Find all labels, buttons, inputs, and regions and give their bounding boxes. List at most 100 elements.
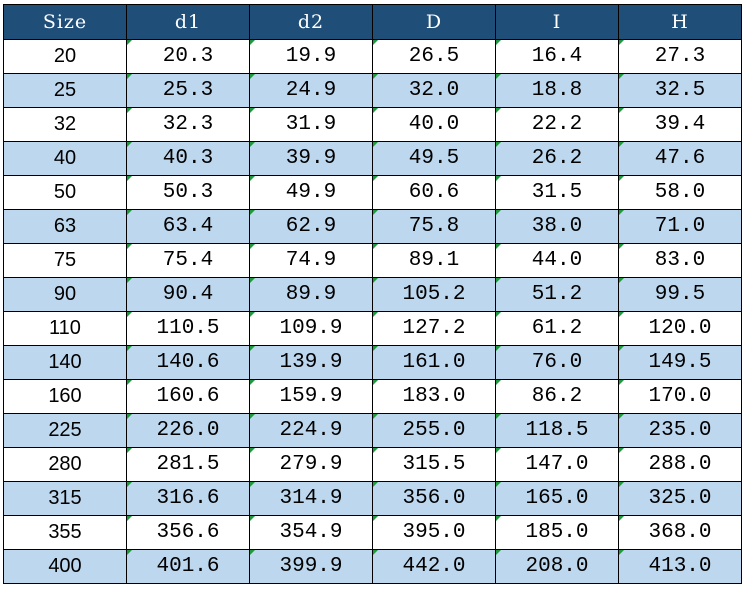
cell-h[interactable]: 413.0 [618,549,742,584]
cell-h[interactable]: 27.3 [618,39,742,74]
header-d2[interactable]: d2 [249,4,373,40]
cell-d2[interactable]: 74.9 [249,243,373,278]
cell-h[interactable]: 71.0 [618,209,742,244]
cell-size[interactable]: 315 [3,481,127,516]
cell-d1[interactable]: 32.3 [126,107,250,142]
cell-i[interactable]: 51.2 [495,277,619,312]
cell-size[interactable]: 75 [3,243,127,278]
cell-big-d[interactable]: 255.0 [372,413,496,448]
cell-d1[interactable]: 401.6 [126,549,250,584]
cell-d2[interactable]: 49.9 [249,175,373,210]
cell-h[interactable]: 368.0 [618,515,742,550]
cell-d2[interactable]: 354.9 [249,515,373,550]
header-big-d[interactable]: D [372,4,496,40]
cell-d1[interactable]: 50.3 [126,175,250,210]
cell-d1[interactable]: 140.6 [126,345,250,380]
cell-d1[interactable]: 316.6 [126,481,250,516]
cell-i[interactable]: 38.0 [495,209,619,244]
cell-d1[interactable]: 90.4 [126,277,250,312]
cell-d1[interactable]: 25.3 [126,73,250,108]
cell-h[interactable]: 47.6 [618,141,742,176]
cell-d1[interactable]: 20.3 [126,39,250,74]
cell-d2[interactable]: 399.9 [249,549,373,584]
cell-h[interactable]: 149.5 [618,345,742,380]
cell-i[interactable]: 118.5 [495,413,619,448]
cell-size[interactable]: 355 [3,515,127,550]
cell-size[interactable]: 280 [3,447,127,482]
cell-i[interactable]: 22.2 [495,107,619,142]
cell-h[interactable]: 120.0 [618,311,742,346]
cell-d2[interactable]: 39.9 [249,141,373,176]
cell-d2[interactable]: 24.9 [249,73,373,108]
cell-big-d[interactable]: 127.2 [372,311,496,346]
cell-size[interactable]: 32 [3,107,127,142]
cell-d2[interactable]: 279.9 [249,447,373,482]
cell-h[interactable]: 32.5 [618,73,742,108]
cell-d1[interactable]: 63.4 [126,209,250,244]
cell-big-d[interactable]: 395.0 [372,515,496,550]
header-i[interactable]: I [495,4,619,40]
cell-d2[interactable]: 109.9 [249,311,373,346]
cell-i[interactable]: 18.8 [495,73,619,108]
cell-h[interactable]: 325.0 [618,481,742,516]
cell-d1[interactable]: 226.0 [126,413,250,448]
cell-big-d[interactable]: 183.0 [372,379,496,414]
cell-i[interactable]: 31.5 [495,175,619,210]
cell-d1[interactable]: 40.3 [126,141,250,176]
cell-i[interactable]: 76.0 [495,345,619,380]
cell-h[interactable]: 288.0 [618,447,742,482]
cell-d2[interactable]: 89.9 [249,277,373,312]
cell-big-d[interactable]: 49.5 [372,141,496,176]
cell-h[interactable]: 99.5 [618,277,742,312]
cell-d1[interactable]: 110.5 [126,311,250,346]
cell-i[interactable]: 165.0 [495,481,619,516]
cell-i[interactable]: 185.0 [495,515,619,550]
cell-big-d[interactable]: 315.5 [372,447,496,482]
cell-i[interactable]: 26.2 [495,141,619,176]
cell-d2[interactable]: 314.9 [249,481,373,516]
cell-d2[interactable]: 224.9 [249,413,373,448]
cell-d2[interactable]: 159.9 [249,379,373,414]
cell-size[interactable]: 90 [3,277,127,312]
cell-big-d[interactable]: 75.8 [372,209,496,244]
cell-big-d[interactable]: 89.1 [372,243,496,278]
cell-size[interactable]: 110 [3,311,127,346]
cell-d1[interactable]: 160.6 [126,379,250,414]
header-d1[interactable]: d1 [126,4,250,40]
cell-big-d[interactable]: 60.6 [372,175,496,210]
header-h[interactable]: H [618,4,742,40]
cell-size[interactable]: 140 [3,345,127,380]
cell-h[interactable]: 39.4 [618,107,742,142]
cell-h[interactable]: 235.0 [618,413,742,448]
cell-big-d[interactable]: 26.5 [372,39,496,74]
cell-big-d[interactable]: 40.0 [372,107,496,142]
cell-d2[interactable]: 139.9 [249,345,373,380]
cell-h[interactable]: 83.0 [618,243,742,278]
cell-size[interactable]: 25 [3,73,127,108]
header-size[interactable]: Size [3,4,127,40]
cell-i[interactable]: 86.2 [495,379,619,414]
cell-size[interactable]: 40 [3,141,127,176]
cell-i[interactable]: 44.0 [495,243,619,278]
cell-size[interactable]: 50 [3,175,127,210]
cell-big-d[interactable]: 161.0 [372,345,496,380]
cell-d2[interactable]: 62.9 [249,209,373,244]
cell-d2[interactable]: 31.9 [249,107,373,142]
cell-i[interactable]: 208.0 [495,549,619,584]
cell-d1[interactable]: 356.6 [126,515,250,550]
cell-big-d[interactable]: 32.0 [372,73,496,108]
cell-big-d[interactable]: 442.0 [372,549,496,584]
cell-i[interactable]: 147.0 [495,447,619,482]
cell-d1[interactable]: 281.5 [126,447,250,482]
cell-d2[interactable]: 19.9 [249,39,373,74]
cell-h[interactable]: 58.0 [618,175,742,210]
cell-h[interactable]: 170.0 [618,379,742,414]
cell-i[interactable]: 61.2 [495,311,619,346]
cell-big-d[interactable]: 105.2 [372,277,496,312]
cell-size[interactable]: 63 [3,209,127,244]
cell-i[interactable]: 16.4 [495,39,619,74]
cell-size[interactable]: 225 [3,413,127,448]
cell-size[interactable]: 400 [3,549,127,584]
cell-size[interactable]: 20 [3,39,127,74]
cell-size[interactable]: 160 [3,379,127,414]
